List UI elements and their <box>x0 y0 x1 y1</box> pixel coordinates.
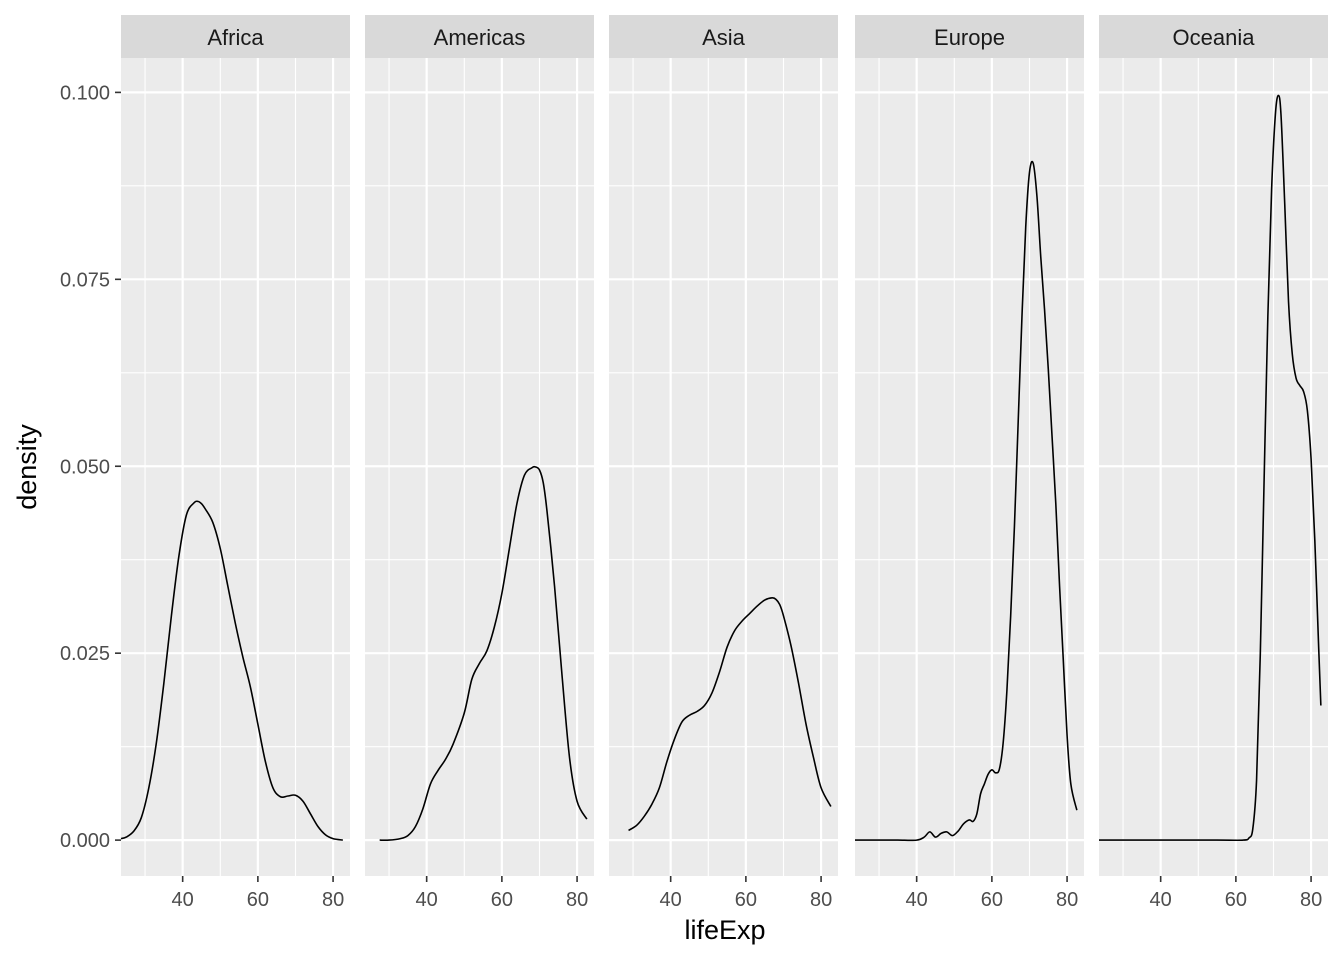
facet-strip <box>121 15 350 58</box>
facet-strip <box>1099 15 1328 58</box>
facet-label-europe: Europe <box>934 25 1005 50</box>
x-tick-label: 80 <box>1056 889 1078 911</box>
x-tick-label: 60 <box>247 889 269 911</box>
facet-label-asia: Asia <box>702 25 746 50</box>
facet-europe: Europe <box>855 15 1084 876</box>
x-tick-label: 60 <box>735 889 757 911</box>
y-tick-label: 0.050 <box>60 456 110 478</box>
x-tick-label: 40 <box>172 889 194 911</box>
x-tick-label: 80 <box>810 889 832 911</box>
x-tick-label: 60 <box>1225 889 1247 911</box>
facet-panels: Africa Americas Asia Europe Oceania <box>120 15 1328 876</box>
density-line-africa <box>120 500 343 841</box>
x-tick-label: 60 <box>981 889 1003 911</box>
x-axes: 40 60 80 40 60 80 40 60 80 40 60 80 40 60 80 <box>172 876 1322 911</box>
x-tick-label: 60 <box>491 889 513 911</box>
facet-strip <box>365 15 594 58</box>
y-tick-label: 0.025 <box>60 643 110 665</box>
x-tick-label: 40 <box>906 889 928 911</box>
x-tick-label: 40 <box>1150 889 1172 911</box>
y-axis: 0.000 0.025 0.050 0.075 0.100 <box>60 82 121 852</box>
density-line-oceania <box>1099 94 1322 842</box>
y-tick-label: 0.100 <box>60 82 110 104</box>
x-axis-title: lifeExp <box>684 915 765 945</box>
x-tick-label: 40 <box>660 889 682 911</box>
density-line-asia <box>628 597 832 832</box>
x-tick-label: 80 <box>322 889 344 911</box>
x-tick-label: 80 <box>1300 889 1322 911</box>
facet-americas: Americas <box>365 15 594 876</box>
density-line-europe <box>855 160 1078 842</box>
y-tick-label: 0.000 <box>60 830 110 852</box>
facet-label-americas: Americas <box>434 25 526 50</box>
y-tick-label: 0.075 <box>60 269 110 291</box>
facet-strip <box>855 15 1084 58</box>
y-axis-title: density <box>12 424 42 510</box>
density-line-americas <box>379 465 588 842</box>
facet-asia: Asia <box>609 15 838 876</box>
facet-africa: Africa <box>120 15 350 876</box>
facet-strip <box>609 15 838 58</box>
x-tick-label: 80 <box>566 889 588 911</box>
facet-label-africa: Africa <box>207 25 264 50</box>
x-tick-label: 40 <box>416 889 438 911</box>
facet-label-oceania: Oceania <box>1173 25 1256 50</box>
facet-oceania: Oceania <box>1099 15 1328 876</box>
